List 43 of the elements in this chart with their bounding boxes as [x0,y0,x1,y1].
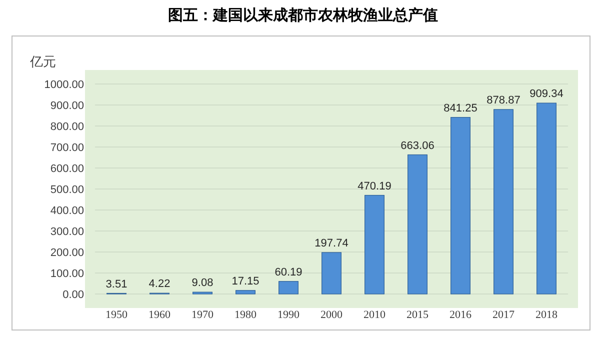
bar [450,117,470,294]
y-tick-label: 800.00 [50,121,84,133]
data-label: 878.87 [486,94,520,106]
y-tick-label: 200.00 [50,247,84,259]
y-tick-label: 100.00 [50,268,84,280]
data-label: 841.25 [444,102,478,114]
bar [236,290,256,294]
bar [364,194,384,294]
bar [278,281,298,294]
bar [494,109,514,294]
x-tick-label: 1970 [192,309,214,321]
x-tick-label: 1960 [148,309,171,321]
data-label: 663.06 [400,140,434,152]
data-label: 3.51 [106,278,128,290]
y-tick-label: 700.00 [50,142,84,154]
y-tick-label: 500.00 [50,184,84,196]
data-label: 17.15 [232,275,260,288]
y-tick-label: 600.00 [50,163,84,175]
y-tick-label: 300.00 [50,226,84,238]
x-tick-label: 2010 [364,309,386,321]
y-tick-label: 400.00 [50,205,84,217]
data-label: 9.08 [192,277,214,290]
data-label: 4.22 [148,278,170,290]
data-label: 60.19 [274,266,302,278]
bar [536,102,556,294]
data-label: 197.74 [314,237,348,250]
y-tick-label: 0.00 [62,289,84,301]
x-tick-label: 2018 [536,309,558,321]
data-label: 909.34 [530,88,564,100]
x-tick-label: 1980 [234,309,257,321]
x-tick-label: 2015 [406,309,429,321]
x-tick-label: 2017 [492,309,515,321]
y-tick-label: 1000.00 [44,79,84,91]
y-tick-label: 900.00 [50,100,84,112]
x-tick-label: 1990 [278,309,300,321]
y-axis-title: 亿元 [29,54,56,69]
bar [408,154,428,294]
x-tick-label: 2016 [450,309,472,321]
chart-title: 图五：建国以来成都市农林牧渔业总产值 [168,6,438,24]
x-tick-label: 2000 [320,309,343,321]
x-tick-label: 1950 [106,309,128,321]
data-label: 470.19 [358,180,392,192]
bar [322,252,342,294]
